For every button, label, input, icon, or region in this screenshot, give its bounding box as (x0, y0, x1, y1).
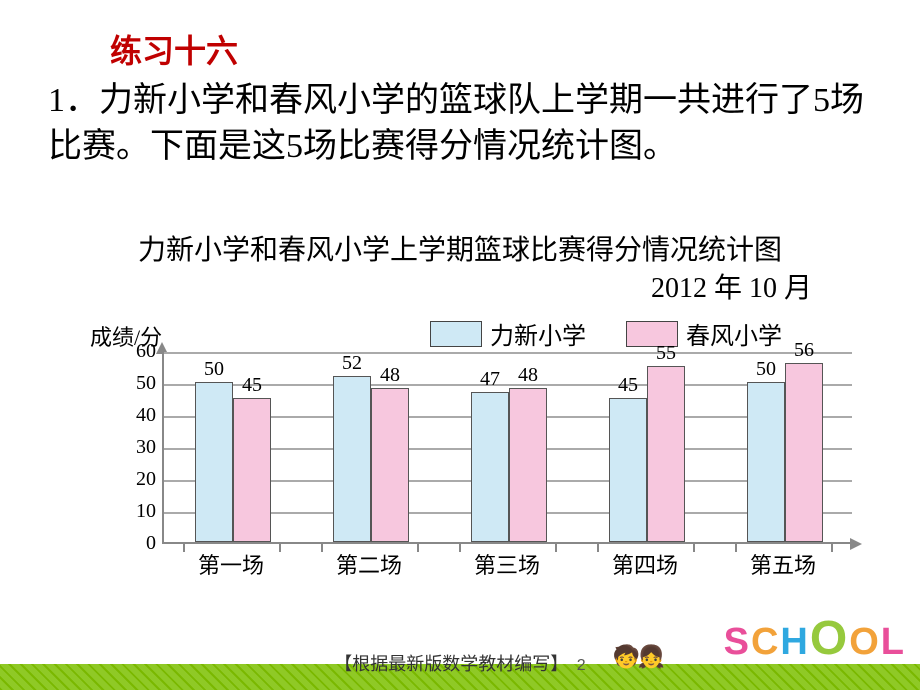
footer-text: 【根据最新版数学教材编写】 (334, 654, 568, 674)
school-letter: O (810, 611, 847, 666)
exercise-title: 练习十六 (110, 26, 238, 72)
bar-group: 5248 (333, 376, 409, 542)
y-tick-label: 40 (120, 404, 156, 427)
bar-group: 4748 (471, 388, 547, 542)
bar-value-label: 45 (242, 374, 262, 397)
chart-area: 50455248474845555056 0102030405060第一场第二场… (90, 352, 860, 576)
bar-series-1: 52 (333, 376, 371, 542)
school-letter: L (881, 621, 904, 664)
bar-series-2: 56 (785, 363, 823, 542)
bar-value-label: 48 (518, 364, 538, 387)
x-tick-label: 第三场 (447, 548, 567, 580)
x-tick-mark (735, 544, 737, 552)
school-letter: C (751, 621, 778, 664)
bar-series-2: 45 (233, 398, 271, 542)
x-tick-label: 第四场 (585, 548, 705, 580)
y-tick-label: 10 (120, 500, 156, 523)
legend-label-1: 力新小学 (490, 316, 586, 351)
x-tick-mark (597, 544, 599, 552)
school-logo-deco: SCHOOL (724, 611, 904, 666)
x-tick-mark (693, 544, 695, 552)
y-tick-label: 20 (120, 468, 156, 491)
bar-value-label: 47 (480, 368, 500, 391)
chart-date: 2012 年 10 月 (48, 270, 872, 308)
bar-group: 5045 (195, 382, 271, 542)
school-letter: H (780, 621, 807, 664)
bar-value-label: 56 (794, 339, 814, 362)
x-tick-mark (183, 544, 185, 552)
school-letter: O (849, 621, 879, 664)
plot-region: 50455248474845555056 (162, 352, 852, 544)
x-tick-mark (321, 544, 323, 552)
chart-title: 力新小学和春风小学上学期篮球比赛得分情况统计图 (138, 235, 782, 266)
legend-item-1: 力新小学 (430, 316, 586, 351)
x-tick-label: 第五场 (723, 548, 843, 580)
bar-series-1: 47 (471, 392, 509, 542)
bar-group: 5056 (747, 363, 823, 542)
bar-group: 4555 (609, 366, 685, 542)
x-tick-label: 第二场 (309, 548, 429, 580)
page-number: 2 (577, 657, 586, 675)
y-tick-label: 0 (120, 532, 156, 555)
y-tick-label: 60 (120, 340, 156, 363)
kid-deco-2: 👧 (638, 644, 665, 670)
bar-series-1: 50 (747, 382, 785, 542)
bar-value-label: 52 (342, 352, 362, 375)
bar-series-2: 48 (509, 388, 547, 542)
bar-series-2: 55 (647, 366, 685, 542)
legend: 力新小学 春风小学 (430, 316, 782, 351)
bar-value-label: 50 (204, 358, 224, 381)
y-tick-label: 30 (120, 436, 156, 459)
bar-series-2: 48 (371, 388, 409, 542)
bar-value-label: 55 (656, 342, 676, 365)
kid-deco-1: 🧒 (613, 644, 640, 670)
bar-series-1: 50 (195, 382, 233, 542)
bar-value-label: 45 (618, 374, 638, 397)
question-text: 1．力新小学和春风小学的篮球队上学期一共进行了5场比赛。下面是这5场比赛得分情况… (48, 78, 872, 170)
x-tick-label: 第一场 (171, 548, 291, 580)
x-tick-mark (555, 544, 557, 552)
x-tick-mark (459, 544, 461, 552)
bar-value-label: 48 (380, 364, 400, 387)
bar-value-label: 50 (756, 358, 776, 381)
bar-series-1: 45 (609, 398, 647, 542)
x-tick-mark (417, 544, 419, 552)
y-tick-label: 50 (120, 372, 156, 395)
legend-swatch-1 (430, 321, 482, 347)
school-letter: S (724, 621, 749, 664)
grid-line (164, 352, 852, 354)
legend-item-2: 春风小学 (626, 316, 782, 351)
slide: 练习十六 1．力新小学和春风小学的篮球队上学期一共进行了5场比赛。下面是这5场比… (0, 0, 920, 690)
x-tick-mark (831, 544, 833, 552)
chart-title-block: 力新小学和春风小学上学期篮球比赛得分情况统计图 2012 年 10 月 (48, 232, 872, 308)
x-tick-mark (279, 544, 281, 552)
legend-label-2: 春风小学 (686, 316, 782, 351)
